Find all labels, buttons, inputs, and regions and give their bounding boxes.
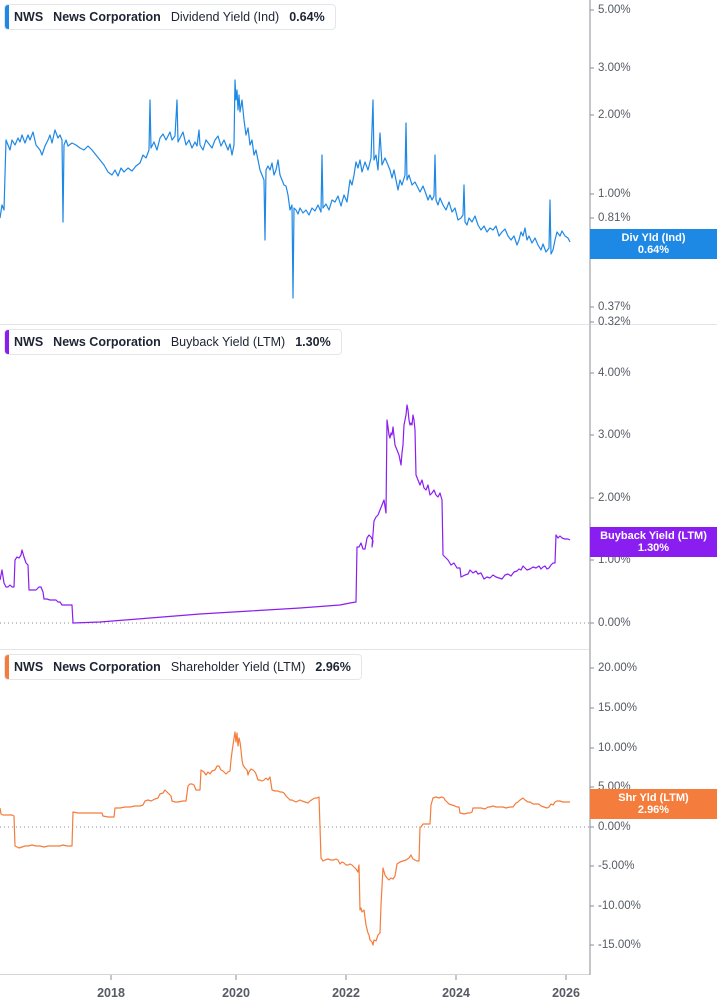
- y-tick-label: 0.81%: [598, 212, 631, 224]
- legend-ticker: NWS: [14, 335, 44, 349]
- legend-company: News Corporation: [53, 335, 161, 349]
- y-tick-label: 0.00%: [598, 617, 631, 629]
- dividend-yield-line: [0, 79, 571, 299]
- y-tick-label: -5.00%: [598, 860, 635, 872]
- buyback-yield-panel: NWS News Corporation Buyback Yield (LTM)…: [0, 325, 717, 650]
- y-tick-label: 10.00%: [598, 742, 638, 754]
- y-tick-label: 0.32%: [598, 316, 631, 328]
- legend-company: News Corporation: [53, 10, 161, 24]
- dividend-yield-chart: [0, 0, 717, 325]
- x-tick-label: 2018: [97, 986, 125, 1000]
- tag-value: 2.96%: [637, 804, 670, 816]
- y-tick-label: -10.00%: [598, 900, 641, 912]
- legend-ticker: NWS: [14, 10, 44, 24]
- legend-ticker: NWS: [14, 660, 44, 674]
- y-tick-label: 0.37%: [598, 301, 631, 313]
- current-value-tag: Div Yld (Ind) 0.64%: [590, 229, 717, 259]
- shareholder-yield-legend[interactable]: NWS News Corporation Shareholder Yield (…: [4, 654, 362, 680]
- y-tick-label: -15.00%: [598, 939, 641, 951]
- tag-value: 1.30%: [637, 542, 670, 554]
- tag-value: 0.64%: [637, 244, 670, 256]
- series-color-bar: [5, 5, 9, 29]
- current-value-tag: Shr Yld (LTM) 2.96%: [590, 789, 717, 819]
- dividend-yield-panel: NWS News Corporation Dividend Yield (Ind…: [0, 0, 717, 328]
- legend-company: News Corporation: [53, 660, 161, 674]
- legend-value: 0.64%: [289, 10, 325, 24]
- buyback-yield-line: [0, 404, 571, 624]
- legend-metric: Shareholder Yield (LTM): [170, 660, 306, 674]
- current-value-tag: Buyback Yield (LTM) 1.30%: [590, 527, 717, 557]
- series-color-bar: [5, 330, 9, 354]
- shareholder-yield-panel: NWS News Corporation Shareholder Yield (…: [0, 650, 717, 975]
- legend-metric: Buyback Yield (LTM): [170, 335, 286, 349]
- x-tick-label: 2020: [222, 986, 250, 1000]
- legend-value: 1.30%: [295, 335, 331, 349]
- legend-metric: Dividend Yield (Ind): [170, 10, 280, 24]
- y-tick-label: 4.00%: [598, 367, 631, 379]
- buyback-yield-chart: [0, 325, 594, 650]
- tag-label: Buyback Yield (LTM): [600, 530, 707, 542]
- y-tick-label: 2.00%: [598, 109, 631, 121]
- y-tick-label: 15.00%: [598, 702, 638, 714]
- y-tick-label: 1.00%: [598, 554, 631, 566]
- tag-label: Shr Yld (LTM): [618, 792, 689, 804]
- y-tick-label: 5.00%: [598, 4, 631, 16]
- tag-label: Div Yld (Ind): [621, 232, 686, 244]
- x-tick-label: 2024: [442, 986, 470, 1000]
- y-tick-label: 3.00%: [598, 62, 631, 74]
- y-tick-label: 0.00%: [598, 821, 631, 833]
- dividend-yield-legend[interactable]: NWS News Corporation Dividend Yield (Ind…: [4, 4, 336, 30]
- y-tick-label: 20.00%: [598, 662, 638, 674]
- buyback-yield-legend[interactable]: NWS News Corporation Buyback Yield (LTM)…: [4, 329, 342, 355]
- shareholder-yield-line: [0, 731, 570, 946]
- y-tick-label: 2.00%: [598, 492, 631, 504]
- x-tick-label: 2026: [552, 986, 580, 1000]
- x-tick-label: 2022: [332, 986, 360, 1000]
- y-tick-label: 1.00%: [598, 188, 631, 200]
- series-color-bar: [5, 655, 9, 679]
- legend-value: 2.96%: [315, 660, 351, 674]
- y-tick-label: 3.00%: [598, 429, 631, 441]
